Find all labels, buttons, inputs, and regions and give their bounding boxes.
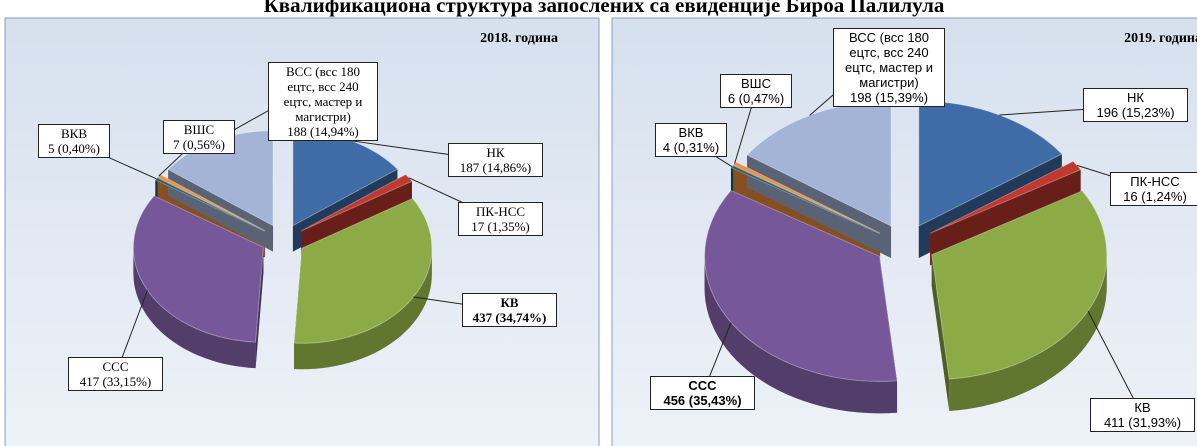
label-category: ВШС xyxy=(741,76,771,91)
slice xyxy=(154,177,265,232)
label-category: ССС xyxy=(688,378,717,393)
data-label: НК 196 (15,23%) xyxy=(1083,88,1188,122)
label-value: 7 (0,56%) xyxy=(173,137,225,152)
label-value: 417 (33,15%) xyxy=(79,374,152,389)
label-category: КВ xyxy=(1134,400,1151,415)
label-value: 411 (31,93%) xyxy=(1103,415,1182,430)
label-value: 6 (0,47%) xyxy=(727,91,785,106)
data-label: ПК-НСС 17 (1,35%) xyxy=(458,202,543,236)
data-label: ССС 456 (35,43%) xyxy=(650,376,755,410)
pies xyxy=(132,100,1108,414)
data-label: НК 187 (14,86%) xyxy=(448,143,543,177)
slice-side-shade xyxy=(294,248,432,370)
label-category: НК xyxy=(486,145,505,160)
chart-title: 2018. година xyxy=(480,31,558,46)
slice-side-shade xyxy=(133,247,256,369)
slice-wall-shade xyxy=(931,254,950,412)
label-value: 437 (34,74%) xyxy=(472,310,547,325)
slice xyxy=(732,161,881,234)
label-category: ВШС xyxy=(183,122,215,137)
label-value: 17 (1,35%) xyxy=(471,219,530,234)
data-label: ВСС (всс 180 ецтс, всс 240 ецтс, мастер … xyxy=(268,62,378,141)
label-category: ВСС (всс 180 ецтс, всс 240 ецтс, мастер … xyxy=(283,64,363,124)
slice-side xyxy=(294,248,432,370)
label-category: ССС xyxy=(102,359,129,374)
chart-title: 2019. година xyxy=(1124,31,1197,46)
slice-side xyxy=(133,247,256,369)
label-category: ВКВ xyxy=(678,125,704,140)
slice-wall xyxy=(255,247,264,369)
label-value: 456 (35,43%) xyxy=(663,393,742,408)
slice-side xyxy=(704,256,898,414)
slice-wall xyxy=(168,169,274,252)
slice-side-shade xyxy=(949,254,1107,412)
label-value: 4 (0,31%) xyxy=(662,140,720,155)
slice xyxy=(300,173,413,232)
data-label: ВКВ 5 (0,40%) xyxy=(38,124,110,158)
label-value: 187 (14,86%) xyxy=(459,160,532,175)
slice-side xyxy=(949,254,1107,412)
data-label: ВКВ 4 (0,31%) xyxy=(655,123,727,157)
page-title: Квалификациона структура запослених са е… xyxy=(264,0,945,17)
data-label: ВШС 7 (0,56%) xyxy=(163,120,235,154)
label-category: ВСС (всс 180 ецтс, всс 240 ецтс, мастер … xyxy=(844,30,934,90)
slice-side-shade xyxy=(704,256,898,414)
label-value: 16 (1,24%) xyxy=(1123,189,1187,204)
data-label: ПК-НСС 16 (1,24%) xyxy=(1110,172,1197,206)
data-label: КВ 411 (31,93%) xyxy=(1090,398,1195,432)
slice xyxy=(132,195,264,343)
label-value: 188 (14,94%) xyxy=(287,124,359,139)
label-value: 5 (0,40%) xyxy=(48,141,100,156)
slice-wall-shade xyxy=(255,247,264,369)
label-category: КВ xyxy=(500,295,519,310)
data-label: ВШС 6 (0,47%) xyxy=(720,74,792,108)
data-label: ССС 417 (33,15%) xyxy=(68,357,163,391)
label-category: ПК-НСС xyxy=(475,204,526,219)
data-label: КВ 437 (34,74%) xyxy=(462,293,557,327)
label-category: ПК-НСС xyxy=(1130,174,1180,189)
data-label: ВСС (всс 180 ецтс, всс 240 ецтс, мастер … xyxy=(833,28,945,107)
label-category: НК xyxy=(1127,90,1144,105)
label-category: ВКВ xyxy=(60,126,87,141)
label-value: 198 (15,39%) xyxy=(849,90,929,105)
slice xyxy=(929,160,1082,234)
label-value: 196 (15,23%) xyxy=(1096,105,1175,120)
slice-wall xyxy=(931,254,950,412)
slice-wall-shade xyxy=(168,169,274,252)
